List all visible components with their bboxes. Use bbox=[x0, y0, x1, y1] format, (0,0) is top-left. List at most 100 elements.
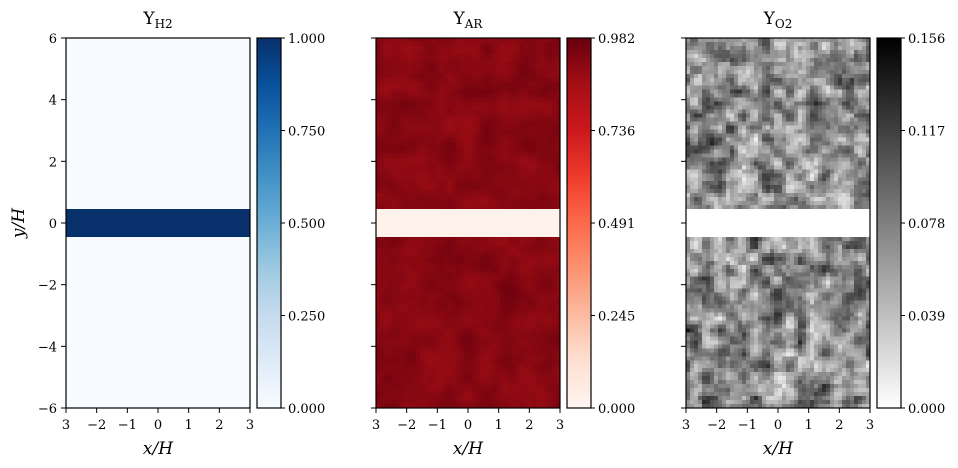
field-cell bbox=[154, 209, 159, 214]
field-cell bbox=[94, 384, 99, 389]
field-cell bbox=[246, 133, 251, 139]
field-cell bbox=[246, 165, 251, 170]
field-cell bbox=[238, 41, 243, 47]
field-cell bbox=[186, 177, 191, 182]
field-cell bbox=[242, 228, 247, 234]
field-cell bbox=[66, 69, 71, 75]
field-cell bbox=[234, 129, 239, 135]
field-cell bbox=[126, 38, 131, 43]
field-cell bbox=[86, 380, 91, 385]
field-cell bbox=[138, 328, 143, 334]
field-cell bbox=[118, 193, 123, 198]
field-cell bbox=[150, 137, 155, 143]
field-cell bbox=[242, 268, 247, 274]
field-cell bbox=[98, 228, 103, 234]
field-cell bbox=[496, 73, 501, 79]
field-cell bbox=[86, 240, 91, 246]
field-cell bbox=[174, 193, 179, 198]
field-cell bbox=[242, 113, 247, 119]
field-cell bbox=[508, 53, 513, 59]
field-cell bbox=[234, 145, 239, 150]
field-cell bbox=[504, 61, 509, 67]
field-cell bbox=[150, 117, 155, 123]
field-cell bbox=[74, 368, 79, 373]
field-cell bbox=[70, 209, 75, 214]
field-cell bbox=[138, 364, 143, 369]
field-cell bbox=[154, 304, 159, 310]
field-cell bbox=[138, 205, 143, 210]
field-cell bbox=[70, 161, 75, 166]
field-cell bbox=[130, 308, 135, 314]
field-cell bbox=[126, 141, 131, 147]
field-cell bbox=[66, 372, 71, 377]
field-cell bbox=[504, 77, 509, 83]
field-cell bbox=[134, 169, 139, 174]
field-cell bbox=[130, 356, 135, 361]
field-cell bbox=[190, 348, 195, 353]
field-cell bbox=[66, 129, 71, 135]
field-cell bbox=[206, 93, 211, 99]
field-cell bbox=[230, 129, 235, 135]
field-cell bbox=[134, 201, 139, 206]
field-cell bbox=[74, 360, 79, 365]
field-cell bbox=[130, 153, 135, 158]
field-cell bbox=[182, 244, 187, 250]
field-cell bbox=[174, 197, 179, 202]
field-cell bbox=[146, 153, 151, 158]
field-cell bbox=[78, 404, 83, 409]
field-cell bbox=[234, 228, 239, 234]
field-cell bbox=[182, 324, 187, 330]
field-cell bbox=[416, 93, 421, 99]
field-cell bbox=[460, 69, 465, 75]
field-cell bbox=[448, 41, 453, 47]
field-cell bbox=[86, 109, 91, 115]
field-cell bbox=[94, 73, 99, 79]
field-cell bbox=[122, 133, 127, 139]
field-cell bbox=[182, 396, 187, 401]
field-cell bbox=[552, 49, 557, 55]
field-cell bbox=[388, 69, 393, 75]
field-cell bbox=[440, 65, 445, 71]
field-cell bbox=[416, 73, 421, 79]
field-cell bbox=[114, 352, 119, 357]
field-cell bbox=[114, 97, 119, 103]
field-cell bbox=[190, 376, 195, 381]
field-cell bbox=[174, 38, 179, 43]
field-cell bbox=[242, 173, 247, 178]
field-cell bbox=[82, 61, 87, 67]
field-cell bbox=[154, 356, 159, 361]
field-cell bbox=[98, 65, 103, 71]
field-cell bbox=[162, 189, 167, 194]
field-cell bbox=[218, 145, 223, 150]
field-cell bbox=[134, 276, 139, 282]
field-cell bbox=[74, 73, 79, 79]
field-cell bbox=[98, 268, 103, 274]
field-cell bbox=[170, 224, 175, 230]
field-cell bbox=[162, 177, 167, 182]
field-cell bbox=[102, 221, 107, 226]
field-cell bbox=[214, 248, 219, 254]
field-cell bbox=[138, 73, 143, 79]
field-cell bbox=[214, 105, 219, 111]
field-cell bbox=[388, 38, 393, 43]
field-cell bbox=[166, 228, 171, 234]
field-cell bbox=[138, 376, 143, 381]
field-cell bbox=[206, 256, 211, 262]
field-cell bbox=[194, 169, 199, 174]
field-cell bbox=[218, 61, 223, 67]
field-cell bbox=[520, 65, 525, 71]
field-cell bbox=[154, 45, 159, 51]
field-cell bbox=[82, 113, 87, 119]
field-cell bbox=[94, 81, 99, 87]
field-cell bbox=[504, 49, 509, 55]
field-cell bbox=[154, 65, 159, 71]
field-cell bbox=[174, 113, 179, 119]
field-cell bbox=[114, 173, 119, 178]
field-cell bbox=[138, 177, 143, 182]
field-cell bbox=[110, 364, 115, 369]
field-cell bbox=[198, 352, 203, 357]
field-cell bbox=[82, 324, 87, 330]
field-cell bbox=[174, 177, 179, 182]
field-cell bbox=[78, 400, 83, 405]
field-cell bbox=[158, 153, 163, 158]
